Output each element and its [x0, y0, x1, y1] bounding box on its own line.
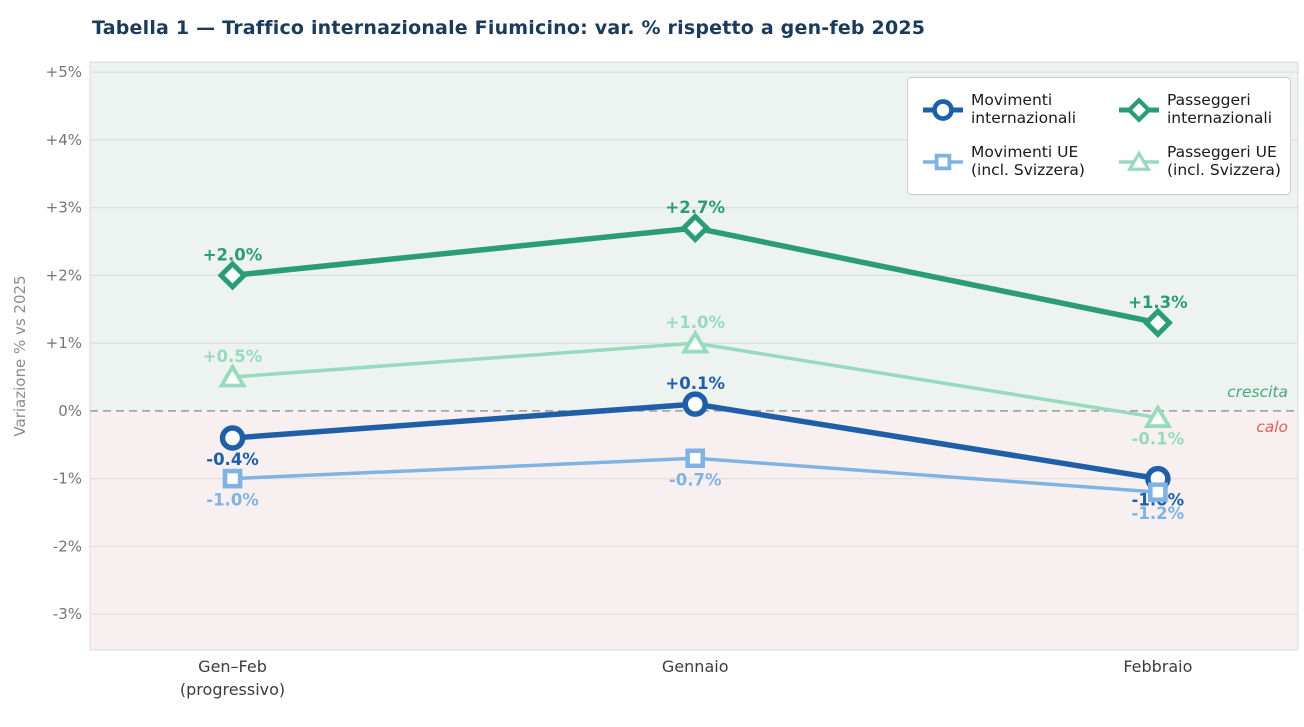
marker-diamond	[1142, 307, 1173, 338]
data-label-movimenti_ue: -1.2%	[1132, 504, 1185, 523]
y-axis-tick-label: -3%	[53, 605, 82, 623]
y-axis-tick-label: +2%	[46, 266, 82, 284]
legend-marker-square-icon	[923, 153, 963, 171]
y-axis-tick-label: +4%	[46, 131, 82, 149]
data-label-passeggeri_ue: -0.1%	[1132, 430, 1185, 449]
chart-title: Tabella 1 — Traffico internazionale Fium…	[92, 17, 926, 39]
data-label-movimenti_int: -0.4%	[206, 450, 259, 469]
legend-item-movimenti_int: Movimenti internazionali	[920, 91, 1116, 128]
marker-triangle	[1126, 150, 1152, 171]
marker-triangle	[218, 363, 247, 388]
y-axis-tick-label: +5%	[46, 63, 82, 81]
y-axis-title: Variazione % vs 2025	[11, 275, 29, 436]
marker-diamond	[680, 212, 711, 244]
marker-circle	[219, 425, 246, 451]
y-axis-tick-label: +1%	[46, 334, 82, 352]
legend-marker-circle-icon	[923, 99, 963, 121]
plot-border	[89, 61, 1299, 651]
data-label-passeggeri_ue: +1.0%	[665, 313, 725, 332]
legend-label: Movimenti UE (incl. Svizzera)	[971, 143, 1085, 179]
y-axis-tick-label: -2%	[53, 537, 82, 555]
legend-item-movimenti_ue: Movimenti UE (incl. Svizzera)	[920, 143, 1116, 180]
y-axis-tick-label: 0%	[58, 402, 82, 420]
data-label-movimenti_ue: -1.0%	[206, 491, 259, 510]
marker-diamond	[217, 260, 248, 291]
marker-diamond	[1126, 97, 1152, 123]
x-axis-tick-label: Gen–Feb (progressivo)	[180, 657, 285, 699]
marker-circle	[932, 99, 954, 121]
x-axis-tick-label: Febbraio	[1123, 657, 1192, 676]
chart-legend: Movimenti internazionali Passeggeri inter…	[907, 77, 1291, 195]
data-label-passeggeri_int: +2.0%	[203, 245, 263, 264]
marker-triangle	[680, 329, 710, 354]
legend-marker-diamond-icon	[1119, 97, 1159, 123]
legend-item-passeggeri_ue: Passeggeri UE (incl. Svizzera)	[1116, 143, 1282, 180]
data-label-passeggeri_int: +1.3%	[1128, 293, 1188, 312]
decline-zone-label: calo	[1256, 418, 1288, 436]
y-axis-tick-label: -1%	[53, 470, 82, 488]
marker-circle	[682, 391, 708, 417]
legend-label: Passeggeri internazionali	[1167, 91, 1273, 127]
data-label-movimenti_int: +0.1%	[665, 374, 725, 393]
y-axis-tick-label: +3%	[46, 199, 82, 217]
marker-square	[1148, 482, 1168, 502]
data-label-passeggeri_int: +2.7%	[665, 198, 725, 217]
legend-item-passeggeri_int: Passeggeri internazionali	[1116, 91, 1282, 128]
legend-label: Movimenti internazionali	[971, 91, 1077, 127]
marker-square	[934, 153, 952, 171]
legend-marker-triangle-icon	[1119, 150, 1159, 171]
growth-zone-label: crescita	[1227, 383, 1288, 401]
data-label-passeggeri_ue: +0.5%	[203, 347, 263, 366]
legend-label: Passeggeri UE (incl. Svizzera)	[1167, 143, 1281, 179]
data-label-movimenti_ue: -0.7%	[669, 470, 722, 489]
marker-triangle	[1143, 403, 1173, 429]
marker-square	[685, 448, 705, 469]
x-axis-tick-label: Gennaio	[662, 657, 729, 676]
marker-square	[222, 468, 243, 489]
